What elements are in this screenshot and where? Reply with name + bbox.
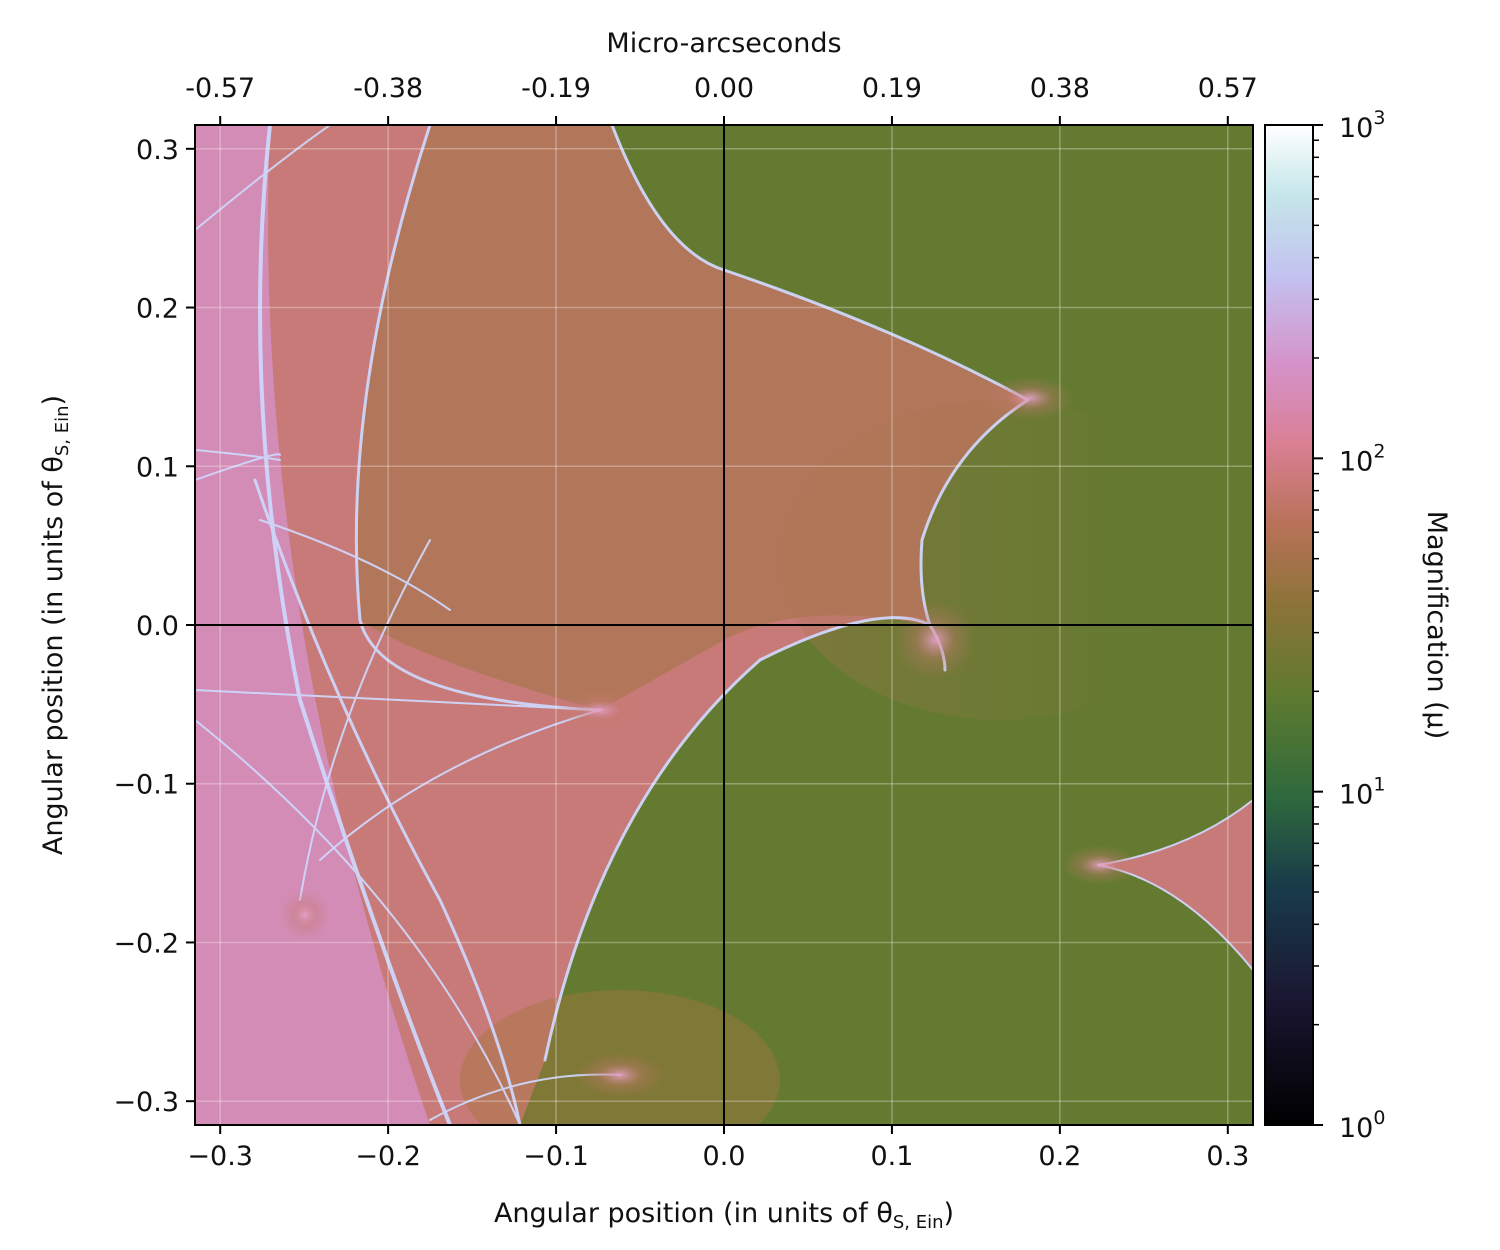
colorbar <box>1264 124 1314 1126</box>
y-tick-label: 0.3 <box>136 135 179 166</box>
top-tick-label: -0.38 <box>353 73 423 104</box>
x-tick-label: 0.3 <box>1206 1141 1249 1172</box>
x-tick-label: −0.1 <box>523 1141 589 1172</box>
y-axis-ticks: 0.3 0.2 0.1 0.0 −0.1 −0.2 −0.3 <box>113 135 195 1118</box>
top-tick-label: 0.38 <box>1030 73 1090 104</box>
top-axis-title: Micro-arcseconds <box>606 28 841 59</box>
y-tick-label: 0.0 <box>136 611 179 642</box>
zero-axis-lines <box>195 125 1253 1125</box>
y-axis-title: Angular position (in units of θS, Ein) <box>38 395 73 855</box>
top-tick-label: -0.19 <box>521 73 591 104</box>
x-axis-ticks: −0.3 −0.2 −0.1 0.0 0.1 0.2 0.3 <box>187 1125 1249 1172</box>
x-tick-label: 0.1 <box>870 1141 913 1172</box>
colorbar-title: Magnification (μ) <box>1421 511 1452 740</box>
y-tick-label: 0.2 <box>136 294 179 325</box>
top-tick-label: 0.57 <box>1198 73 1258 104</box>
x-axis-title: Angular position (in units of θS, Ein) <box>494 1198 954 1233</box>
x-tick-label: 0.0 <box>703 1141 746 1172</box>
top-tick-label: 0.19 <box>862 73 922 104</box>
x-tick-label: −0.3 <box>187 1141 253 1172</box>
top-tick-label: 0.00 <box>694 73 754 104</box>
top-tick-label: -0.57 <box>185 73 255 104</box>
colorbar-tick-label: 100 <box>1339 1107 1385 1144</box>
y-tick-label: 0.1 <box>136 452 179 483</box>
colorbar-tick-label: 103 <box>1339 107 1385 144</box>
colorbar-ticks: 103 102 101 100 <box>1313 107 1385 1144</box>
colorbar-tick-label: 101 <box>1339 774 1385 811</box>
x-tick-label: 0.2 <box>1038 1141 1081 1172</box>
y-tick-label: −0.1 <box>113 770 179 801</box>
y-tick-label: −0.2 <box>113 928 179 959</box>
colorbar-tick-label: 102 <box>1339 440 1385 477</box>
x-tick-label: −0.2 <box>355 1141 421 1172</box>
y-tick-label: −0.3 <box>113 1087 179 1118</box>
top-axis-ticks: -0.57 -0.38 -0.19 0.00 0.19 0.38 0.57 <box>185 73 1258 125</box>
